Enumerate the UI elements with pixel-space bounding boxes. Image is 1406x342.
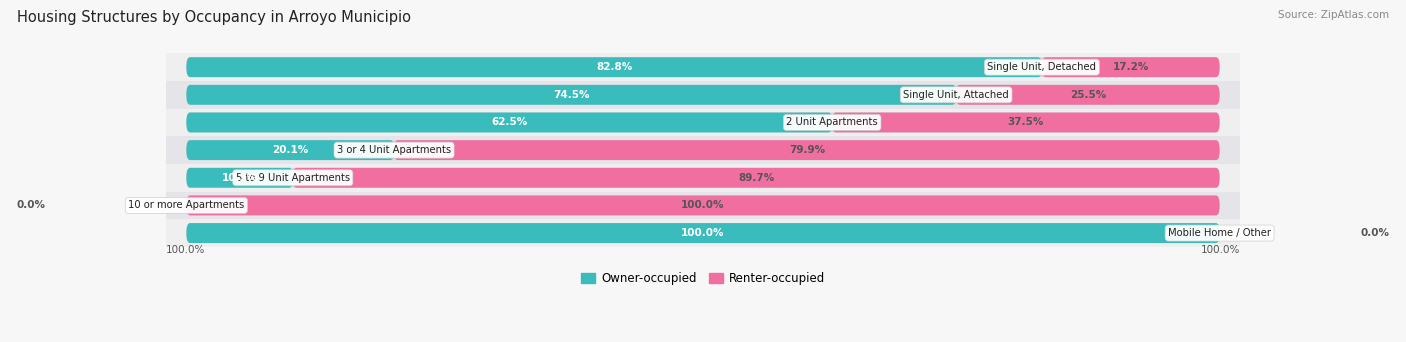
Bar [166, 164, 1240, 192]
FancyBboxPatch shape [187, 168, 1219, 188]
FancyBboxPatch shape [187, 85, 956, 105]
Text: 100.0%: 100.0% [682, 200, 724, 210]
Text: Single Unit, Attached: Single Unit, Attached [903, 90, 1010, 100]
FancyBboxPatch shape [187, 140, 394, 160]
Legend: Owner-occupied, Renter-occupied: Owner-occupied, Renter-occupied [576, 267, 830, 290]
FancyBboxPatch shape [187, 223, 1219, 243]
Text: 10 or more Apartments: 10 or more Apartments [128, 200, 245, 210]
Text: 100.0%: 100.0% [166, 245, 205, 255]
FancyBboxPatch shape [187, 168, 292, 188]
Bar [166, 81, 1240, 109]
Text: Single Unit, Detached: Single Unit, Detached [987, 62, 1097, 72]
FancyBboxPatch shape [187, 57, 1042, 77]
FancyBboxPatch shape [187, 113, 1219, 132]
Text: 5 to 9 Unit Apartments: 5 to 9 Unit Apartments [236, 173, 350, 183]
Bar [166, 219, 1240, 247]
Text: 100.0%: 100.0% [1201, 245, 1240, 255]
FancyBboxPatch shape [394, 140, 1219, 160]
FancyBboxPatch shape [187, 196, 1219, 215]
Text: 17.2%: 17.2% [1112, 62, 1149, 72]
Text: Mobile Home / Other: Mobile Home / Other [1168, 228, 1271, 238]
Bar [166, 109, 1240, 136]
Text: 25.5%: 25.5% [1070, 90, 1107, 100]
Text: 10.3%: 10.3% [222, 173, 257, 183]
FancyBboxPatch shape [956, 85, 1219, 105]
Text: 100.0%: 100.0% [682, 228, 724, 238]
FancyBboxPatch shape [187, 113, 832, 132]
FancyBboxPatch shape [187, 85, 1219, 105]
FancyBboxPatch shape [187, 223, 1219, 243]
Text: Source: ZipAtlas.com: Source: ZipAtlas.com [1278, 10, 1389, 20]
Text: 0.0%: 0.0% [1360, 228, 1389, 238]
FancyBboxPatch shape [1042, 57, 1219, 77]
Text: 62.5%: 62.5% [491, 117, 527, 128]
Bar [166, 192, 1240, 219]
Text: 0.0%: 0.0% [17, 200, 46, 210]
Text: 82.8%: 82.8% [596, 62, 633, 72]
Text: 74.5%: 74.5% [553, 90, 589, 100]
Text: 3 or 4 Unit Apartments: 3 or 4 Unit Apartments [337, 145, 451, 155]
FancyBboxPatch shape [187, 57, 1219, 77]
Text: 2 Unit Apartments: 2 Unit Apartments [786, 117, 877, 128]
FancyBboxPatch shape [187, 196, 1219, 215]
Text: 20.1%: 20.1% [273, 145, 308, 155]
Text: Housing Structures by Occupancy in Arroyo Municipio: Housing Structures by Occupancy in Arroy… [17, 10, 411, 25]
FancyBboxPatch shape [832, 113, 1219, 132]
Text: 37.5%: 37.5% [1008, 117, 1045, 128]
FancyBboxPatch shape [292, 168, 1219, 188]
Bar [166, 136, 1240, 164]
Bar [166, 53, 1240, 81]
Text: 79.9%: 79.9% [789, 145, 825, 155]
FancyBboxPatch shape [187, 140, 1219, 160]
Text: 89.7%: 89.7% [738, 173, 775, 183]
